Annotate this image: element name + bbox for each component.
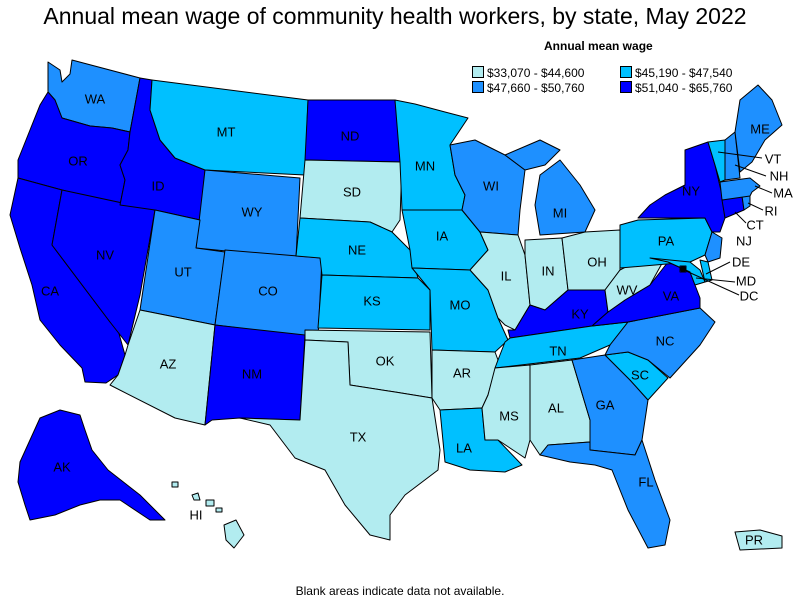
label-or: OR — [68, 153, 88, 168]
legend-label-4: $51,040 - $65,760 — [635, 81, 733, 95]
label-ct: CT — [746, 217, 763, 232]
legend-item-2: $45,190 - $47,540 — [620, 66, 732, 80]
label-pr: PR — [745, 532, 763, 547]
state-ks[interactable] — [317, 274, 431, 331]
label-az: AZ — [160, 356, 177, 371]
label-ca: CA — [41, 283, 59, 298]
label-mn: MN — [415, 158, 435, 173]
label-ri: RI — [765, 203, 778, 218]
label-ar: AR — [453, 365, 471, 380]
label-nc: NC — [656, 333, 675, 348]
legend-swatch-4 — [620, 81, 632, 93]
label-ak: AK — [53, 459, 71, 474]
state-mi[interactable] — [504, 139, 596, 236]
legend-swatch-1 — [472, 66, 484, 78]
label-dc: DC — [740, 288, 759, 303]
label-ky: KY — [571, 306, 589, 321]
footnote: Blank areas indicate data not available. — [295, 584, 505, 598]
state-fl[interactable] — [539, 439, 671, 549]
label-nd: ND — [341, 128, 360, 143]
label-ne: NE — [348, 242, 366, 257]
legend-label-2: $45,190 - $47,540 — [635, 66, 733, 80]
legend-title: Annual mean wage — [544, 39, 653, 53]
label-ny: NY — [682, 183, 700, 198]
label-ks: KS — [363, 293, 381, 308]
dc-marker — [680, 266, 686, 272]
label-ms: MS — [499, 408, 519, 423]
label-va: VA — [663, 288, 680, 303]
state-vt[interactable] — [707, 139, 726, 183]
state-ak[interactable] — [17, 409, 166, 521]
state-nc[interactable] — [604, 307, 716, 379]
legend-label-3: $47,660 - $50,760 — [487, 81, 585, 95]
legend-swatch-3 — [472, 81, 484, 93]
label-md: MD — [736, 273, 756, 288]
legend-item-1: $33,070 - $44,600 — [472, 66, 584, 80]
label-ga: GA — [596, 397, 615, 412]
label-mt: MT — [217, 124, 236, 139]
label-la: LA — [456, 440, 472, 455]
label-hi: HI — [190, 507, 203, 522]
label-mo: MO — [450, 297, 471, 312]
state-pr[interactable] — [734, 529, 783, 551]
state-nj[interactable] — [704, 231, 723, 263]
map-title: Annual mean wage of community health wor… — [43, 3, 747, 29]
label-ia: IA — [436, 228, 449, 243]
label-nj: NJ — [736, 233, 752, 248]
label-fl: FL — [638, 474, 653, 489]
label-wi: WI — [483, 178, 499, 193]
label-al: AL — [548, 400, 564, 415]
legend-item-3: $47,660 - $50,760 — [472, 81, 584, 95]
legend-swatch-2 — [620, 66, 632, 78]
state-tx[interactable] — [239, 339, 441, 541]
label-tx: TX — [350, 429, 367, 444]
legend-item-4: $51,040 - $65,760 — [620, 81, 732, 95]
label-de: DE — [732, 254, 750, 269]
label-in: IN — [542, 263, 555, 278]
label-mi: MI — [553, 205, 567, 220]
state-md[interactable] — [649, 257, 706, 286]
state-hi[interactable] — [171, 481, 245, 549]
label-oh: OH — [587, 254, 607, 269]
label-sc: SC — [631, 367, 649, 382]
label-id: ID — [152, 178, 165, 193]
label-sd: SD — [343, 184, 361, 199]
label-nm: NM — [242, 366, 262, 381]
label-ut: UT — [174, 264, 191, 279]
label-wv: WV — [617, 282, 638, 297]
state-labels: WA OR CA NV ID MT WY UT CO AZ NM ND SD N… — [41, 91, 793, 547]
label-leader-lines — [683, 151, 773, 296]
label-pa: PA — [658, 233, 675, 248]
label-wa: WA — [85, 91, 106, 106]
label-me: ME — [750, 121, 770, 136]
label-il: IL — [501, 268, 512, 283]
legend-label-1: $33,070 - $44,600 — [487, 66, 585, 80]
label-co: CO — [258, 283, 278, 298]
label-vt: VT — [765, 151, 782, 166]
state-il[interactable] — [469, 231, 531, 331]
state-ma[interactable] — [719, 177, 761, 201]
label-ma: MA — [773, 185, 793, 200]
label-ok: OK — [376, 353, 395, 368]
label-nh: NH — [770, 168, 789, 183]
label-tn: TN — [549, 343, 566, 358]
label-wy: WY — [242, 204, 263, 219]
label-nv: NV — [96, 247, 114, 262]
